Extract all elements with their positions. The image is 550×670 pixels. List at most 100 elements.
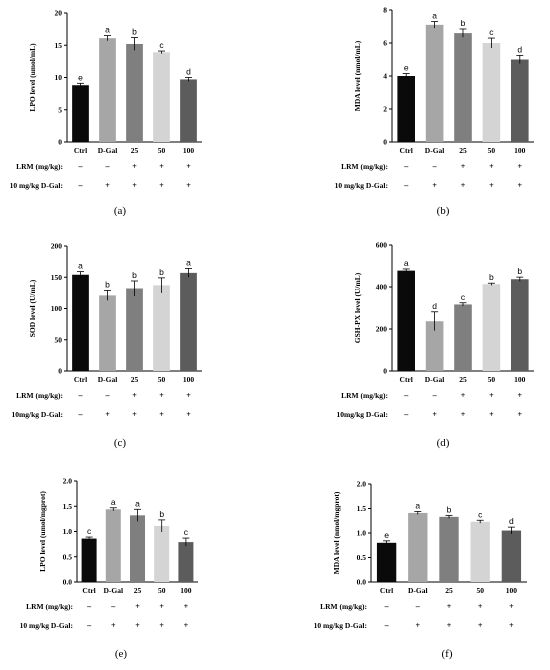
lrm-mark: + — [135, 602, 140, 611]
dgal-mark: + — [135, 621, 140, 630]
dgal-mark: – — [384, 621, 390, 630]
lrm-mark: – — [432, 162, 438, 171]
dgal-mark: + — [186, 410, 191, 419]
y-tick-label: 5 — [58, 105, 62, 114]
significance-letter: b — [132, 27, 137, 37]
lrm-mark: – — [78, 162, 84, 171]
category-label: Ctrl — [74, 375, 87, 384]
category-label: 25 — [459, 375, 467, 384]
significance-letter: a — [432, 11, 437, 21]
dgal-mark: + — [159, 410, 164, 419]
significance-letter: a — [404, 258, 409, 268]
lrm-mark: + — [489, 391, 494, 400]
significance-letter: a — [78, 261, 83, 271]
y-tick-label: 0 — [383, 367, 387, 376]
chart-panel-3: 0 50 100 150 200 SOD level (U/mL) a Ctrl b D-Gal b… — [12, 242, 202, 449]
category-label: 50 — [488, 375, 496, 384]
significance-letter: d — [517, 44, 522, 54]
category-label: 100 — [506, 586, 518, 595]
category-label: 25 — [445, 586, 453, 595]
dgal-mark: + — [518, 181, 523, 190]
significance-letter: a — [111, 497, 116, 507]
y-tick-label: 200 — [51, 242, 63, 251]
y-tick-label: 0.5 — [63, 552, 73, 561]
category-label: 100 — [180, 586, 192, 595]
significance-letter: c — [159, 40, 164, 50]
significance-letter: c — [87, 526, 92, 536]
category-label: 50 — [488, 146, 496, 155]
y-tick-label: 2 — [383, 105, 387, 114]
bar-50 — [154, 525, 170, 582]
lrm-mark: + — [489, 162, 494, 171]
y-tick-label: 8 — [383, 6, 387, 15]
bar-d-gal — [99, 295, 116, 371]
lrm-row-label: LRM (mg/kg): — [341, 391, 388, 400]
bar-25 — [454, 33, 472, 142]
dgal-mark: + — [416, 621, 421, 630]
bar-100 — [180, 272, 197, 371]
lrm-mark: + — [159, 162, 164, 171]
significance-letter: b — [447, 504, 452, 514]
dgal-mark: + — [518, 410, 523, 419]
y-tick-label: 1.0 — [63, 527, 73, 536]
dgal-mark: + — [159, 621, 164, 630]
lrm-mark: – — [105, 391, 111, 400]
y-tick-label: 0 — [383, 138, 387, 147]
chart-panel-1: 0 5 10 15 20 LPO level (umol/mL) e Ctrl a D-Gal b 2… — [10, 9, 202, 217]
category-label: 25 — [459, 146, 467, 155]
category-label: 100 — [183, 146, 195, 155]
y-tick-label: 100 — [51, 304, 63, 313]
dgal-mark: + — [432, 410, 437, 419]
y-tick-label: 2.0 — [63, 477, 73, 486]
bar-ctrl — [397, 76, 416, 142]
lrm-mark: – — [403, 391, 409, 400]
bar-25 — [126, 43, 143, 142]
chart-panel-5: 0.0 0.5 1.0 1.5 2.0 LPO level (umol/mgprot) c C… — [20, 477, 198, 660]
lrm-mark: + — [461, 162, 466, 171]
category-label: 50 — [158, 375, 166, 384]
y-tick-label: 400 — [376, 283, 388, 292]
chart-panel-2: 0 2 4 6 8 MDA level (nmol/mL) e Ctrl a D-Gal b 25 c 5… — [335, 6, 534, 217]
bar-100 — [510, 279, 529, 371]
lrm-mark: + — [132, 391, 137, 400]
category-label: 50 — [158, 146, 166, 155]
panel-caption: (c) — [114, 437, 127, 449]
category-label: 100 — [183, 375, 195, 384]
lrm-mark: – — [432, 391, 438, 400]
bar-100 — [501, 530, 522, 582]
dgal-mark: + — [105, 410, 110, 419]
category-label: 50 — [476, 586, 484, 595]
category-label: 25 — [131, 375, 139, 384]
dgal-mark: + — [105, 181, 110, 190]
y-tick-label: 1.0 — [357, 529, 367, 538]
dgal-row-label: 10 mg/kg D-Gal: — [335, 181, 388, 190]
significance-letter: c — [461, 292, 466, 302]
lrm-row-label: LRM (mg/kg): — [26, 602, 73, 611]
category-label: D-Gal — [98, 375, 118, 384]
significance-letter: e — [404, 63, 409, 73]
y-tick-label: 20 — [55, 9, 63, 18]
y-tick-label: 10 — [55, 73, 63, 82]
dgal-mark: + — [478, 621, 483, 630]
lrm-mark: – — [78, 391, 84, 400]
category-label: 25 — [131, 146, 139, 155]
bar-100 — [178, 542, 194, 582]
dgal-mark: + — [447, 621, 452, 630]
significance-letter: b — [132, 270, 137, 280]
dgal-mark: + — [461, 181, 466, 190]
dgal-mark: + — [489, 410, 494, 419]
significance-letter: a — [186, 258, 191, 268]
chart-panel-4: 0 200 400 600 GSH-PX level (U/mL) a Ctrl d D-Gal… — [337, 241, 534, 449]
y-tick-label: 0.0 — [357, 578, 367, 587]
dgal-mark: + — [159, 181, 164, 190]
y-axis-label: LPO level (umol/mL) — [28, 43, 37, 112]
y-tick-label: 6 — [383, 39, 387, 48]
y-tick-label: 15 — [55, 41, 63, 50]
significance-letter: b — [489, 272, 494, 282]
dgal-mark: + — [111, 621, 116, 630]
lrm-mark: – — [86, 602, 92, 611]
y-tick-label: 50 — [55, 335, 63, 344]
significance-letter: c — [184, 527, 189, 537]
dgal-mark: + — [509, 621, 514, 630]
